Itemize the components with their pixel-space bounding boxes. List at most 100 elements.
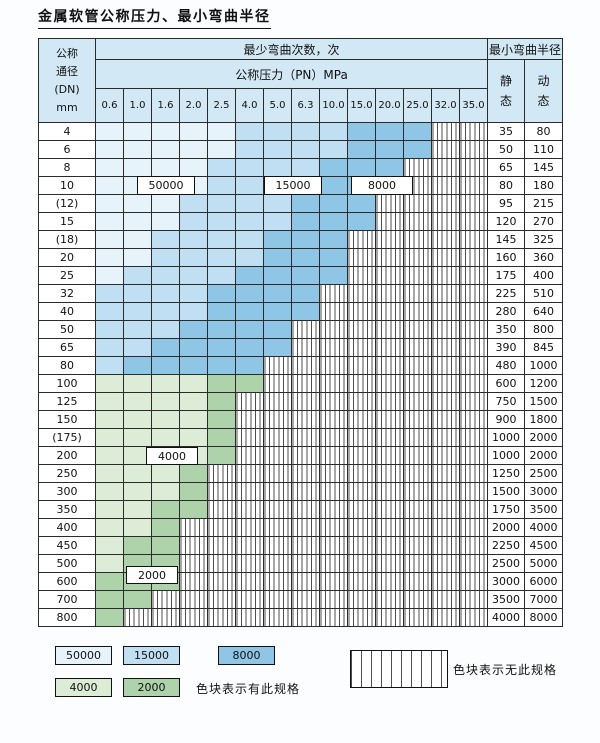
matrix-cell bbox=[151, 302, 180, 321]
dn-cell: 25 bbox=[38, 266, 96, 285]
matrix-cell bbox=[235, 536, 264, 555]
matrix-cell bbox=[207, 464, 236, 483]
matrix-cell bbox=[291, 230, 320, 249]
matrix-cell bbox=[95, 266, 124, 285]
matrix-cell bbox=[95, 590, 124, 609]
matrix-cell bbox=[459, 590, 488, 609]
matrix-cell bbox=[151, 140, 180, 159]
matrix-cell bbox=[319, 572, 348, 591]
static-radius-cell: 175 bbox=[487, 266, 525, 285]
pressure-col-header: 10.0 bbox=[319, 88, 348, 123]
matrix-label-15000: 15000 bbox=[264, 176, 322, 195]
matrix-cell bbox=[123, 608, 152, 627]
dn-cell: 8 bbox=[38, 158, 96, 177]
matrix-cell bbox=[459, 572, 488, 591]
matrix-cell bbox=[263, 410, 292, 429]
matrix-cell bbox=[403, 410, 432, 429]
matrix-cell bbox=[319, 410, 348, 429]
matrix-label-50000: 50000 bbox=[137, 176, 195, 195]
static-radius-cell: 1000 bbox=[487, 428, 525, 447]
matrix-cell bbox=[431, 392, 460, 411]
matrix-cell bbox=[123, 302, 152, 321]
pressure-col-header: 6.3 bbox=[291, 88, 320, 123]
matrix-cell bbox=[151, 248, 180, 267]
static-column-header: 静 态 bbox=[487, 59, 525, 123]
dynamic-char: 动 bbox=[537, 74, 550, 88]
matrix-cell bbox=[375, 374, 404, 393]
static-radius-cell: 1500 bbox=[487, 482, 525, 501]
matrix-cell bbox=[151, 158, 180, 177]
matrix-cell bbox=[207, 428, 236, 447]
matrix-cell bbox=[151, 500, 180, 519]
matrix-cell bbox=[263, 608, 292, 627]
matrix-cell bbox=[375, 338, 404, 357]
static-radius-cell: 35 bbox=[487, 122, 525, 141]
matrix-cell bbox=[347, 302, 376, 321]
pressure-col-header: 2.5 bbox=[207, 88, 236, 123]
matrix-cell bbox=[459, 212, 488, 231]
table-row: 80 480 1000 bbox=[38, 356, 563, 375]
dynamic-radius-cell: 1800 bbox=[524, 410, 563, 429]
dynamic-radius-cell: 5000 bbox=[524, 554, 563, 573]
dynamic-radius-cell: 4500 bbox=[524, 536, 563, 555]
static-radius-cell: 750 bbox=[487, 392, 525, 411]
matrix-cell bbox=[179, 158, 208, 177]
table-row: 20 160 360 bbox=[38, 248, 563, 267]
matrix-cell bbox=[291, 482, 320, 501]
matrix-cell bbox=[235, 446, 264, 465]
matrix-cell bbox=[291, 536, 320, 555]
matrix-cell bbox=[347, 392, 376, 411]
table-row: 6 50 110 bbox=[38, 140, 563, 159]
cycles-title: 最少弯曲次数，次 bbox=[95, 38, 488, 60]
matrix-cell bbox=[431, 572, 460, 591]
matrix-cell bbox=[319, 176, 348, 195]
table-row: 50 350 800 bbox=[38, 320, 563, 339]
matrix-cell bbox=[123, 356, 152, 375]
matrix-cell bbox=[235, 572, 264, 591]
matrix-cell bbox=[319, 266, 348, 285]
matrix-cell bbox=[235, 500, 264, 519]
matrix-cell bbox=[263, 500, 292, 519]
matrix-cell bbox=[235, 482, 264, 501]
legend-swatch-2000: 2000 bbox=[123, 678, 180, 697]
matrix-cell bbox=[403, 212, 432, 231]
matrix-cell bbox=[151, 212, 180, 231]
matrix-cell bbox=[319, 356, 348, 375]
matrix-cell bbox=[207, 176, 236, 195]
pressure-col-header: 35.0 bbox=[459, 88, 488, 123]
matrix-cell bbox=[207, 536, 236, 555]
matrix-cell bbox=[291, 374, 320, 393]
matrix-cell bbox=[179, 482, 208, 501]
pressure-title: 公称压力（PN）MPa bbox=[95, 59, 488, 89]
matrix-cell bbox=[207, 248, 236, 267]
matrix-cell bbox=[179, 284, 208, 303]
matrix-cell bbox=[403, 194, 432, 213]
matrix-cell bbox=[291, 446, 320, 465]
matrix-cell bbox=[235, 410, 264, 429]
matrix-cell bbox=[151, 284, 180, 303]
matrix-cell bbox=[403, 554, 432, 573]
table-row: (175) 1000 2000 bbox=[38, 428, 563, 447]
matrix-cell bbox=[235, 158, 264, 177]
matrix-cell bbox=[347, 428, 376, 447]
matrix-cell bbox=[263, 572, 292, 591]
dn-cell: 65 bbox=[38, 338, 96, 357]
table-row: 65 390 845 bbox=[38, 338, 563, 357]
matrix-cell bbox=[207, 518, 236, 537]
matrix-cell bbox=[347, 284, 376, 303]
matrix-cell bbox=[179, 428, 208, 447]
dynamic-radius-cell: 180 bbox=[524, 176, 563, 195]
matrix-cell bbox=[403, 446, 432, 465]
spec-table: 公称 通径 (DN) mm 最少弯曲次数，次 最小弯曲半径 公称压力（PN）MP… bbox=[38, 38, 563, 627]
dynamic-radius-cell: 325 bbox=[524, 230, 563, 249]
static-radius-cell: 4000 bbox=[487, 608, 525, 627]
dynamic-radius-cell: 2000 bbox=[524, 428, 563, 447]
dn-header-line: 通径 bbox=[56, 64, 78, 78]
matrix-cell bbox=[207, 284, 236, 303]
matrix-cell bbox=[431, 410, 460, 429]
matrix-cell bbox=[459, 302, 488, 321]
matrix-cell bbox=[179, 230, 208, 249]
matrix-cell bbox=[151, 338, 180, 357]
matrix-cell bbox=[319, 122, 348, 141]
matrix-cell bbox=[431, 320, 460, 339]
